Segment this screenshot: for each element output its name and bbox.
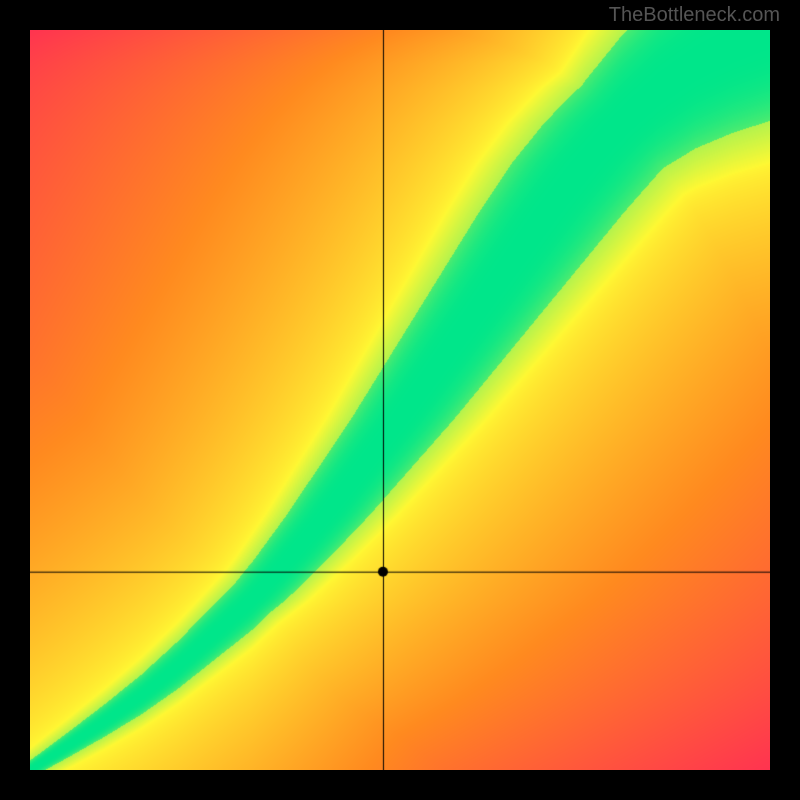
heatmap-canvas	[30, 30, 770, 770]
plot-area	[30, 30, 770, 770]
watermark-text: TheBottleneck.com	[609, 4, 780, 27]
chart-container: TheBottleneck.com	[0, 0, 800, 800]
